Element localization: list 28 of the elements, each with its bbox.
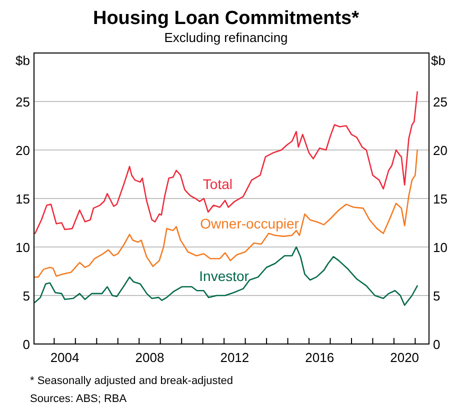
y2-tick-label: 25 xyxy=(433,94,448,110)
y2-axis-title: $b xyxy=(431,53,446,68)
x-tick-label: 2020 xyxy=(390,350,420,365)
line-series xyxy=(34,91,418,234)
x-tick-label: 2008 xyxy=(135,350,164,365)
y2-tick-label: 5 xyxy=(433,288,440,304)
series-label: Total xyxy=(202,176,232,192)
line-series xyxy=(34,246,418,306)
y-axis-title: $b xyxy=(16,53,30,68)
y2-tick-label: 10 xyxy=(433,240,448,255)
y-tick-label: 15 xyxy=(16,192,30,206)
y-tick-label: 0 xyxy=(22,337,30,352)
y-tick-label: 25 xyxy=(16,94,30,110)
y2-tick-label: 15 xyxy=(433,192,448,206)
y-tick-label: 20 xyxy=(16,143,30,158)
x-tick-label: 2016 xyxy=(305,350,334,365)
series-label: Owner-occupier xyxy=(200,216,300,232)
chart-subtitle: Excluding refinancing xyxy=(164,30,288,45)
y2-tick-label: 0 xyxy=(433,337,440,352)
x-tick-label: 2004 xyxy=(50,350,80,365)
x-tick-label: 2012 xyxy=(220,350,250,365)
series-label: Investor xyxy=(199,268,250,284)
text: * Seasonally adjusted and break-adjusted xyxy=(30,375,234,387)
y-tick-label: 5 xyxy=(22,288,30,304)
y2-tick-label: 20 xyxy=(433,143,448,158)
y-tick-label: 10 xyxy=(16,240,30,255)
source-note: Sources: ABS; RBA xyxy=(30,393,128,405)
chart-title: Housing Loan Commitments* xyxy=(92,8,360,29)
